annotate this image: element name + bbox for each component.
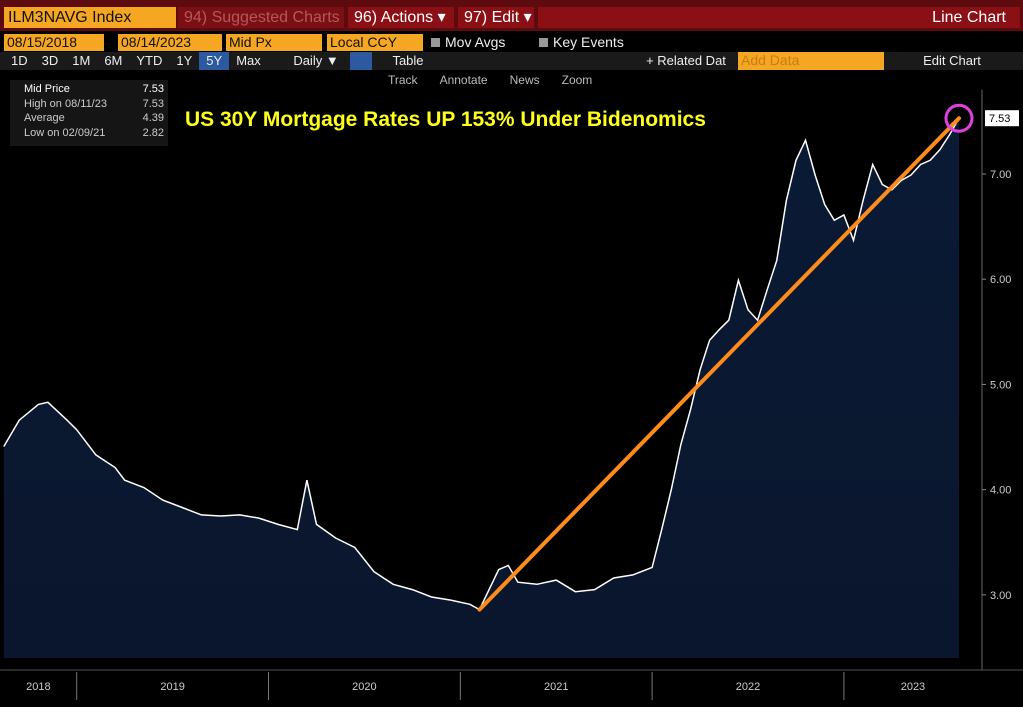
y-tick-label: 5.00 — [990, 379, 1011, 391]
legend-row: Average 4.39 — [24, 111, 164, 126]
add-data[interactable]: Add Data — [738, 52, 884, 70]
legend-row: High on 08/11/23 7.53 — [24, 97, 164, 112]
legend-label: Low on 02/09/21 — [24, 126, 106, 139]
edit-chart[interactable]: Edit Chart — [923, 53, 981, 68]
table-button[interactable]: Table — [392, 53, 424, 68]
chart-icon[interactable] — [350, 52, 372, 70]
chart-tool[interactable]: Annotate — [439, 73, 488, 87]
legend-value: 7.53 — [142, 97, 164, 110]
x-tick-label: 2023 — [901, 681, 925, 693]
period-button[interactable]: Max — [236, 53, 261, 68]
chart-tool[interactable]: Track — [388, 73, 418, 87]
legend-label: High on 08/11/23 — [24, 97, 107, 110]
legend-value: 2.82 — [142, 126, 164, 139]
chart-tool[interactable]: Zoom — [561, 73, 593, 87]
currency-select[interactable]: Local CCY — [327, 34, 423, 51]
chart-title: US 30Y Mortgage Rates UP 153% Under Bide… — [185, 108, 706, 131]
edit-menu[interactable]: 97) Edit ▾ — [458, 7, 534, 28]
legend-label: Mid Price — [24, 83, 70, 95]
period-button[interactable]: 5Y — [199, 52, 230, 70]
suggested-charts[interactable]: 94) Suggested Charts — [178, 7, 344, 28]
start-date[interactable]: 08/15/2018 — [4, 34, 104, 51]
x-tick-label: 2022 — [736, 681, 760, 693]
last-value-label: 7.53 — [989, 113, 1010, 125]
trend-line — [477, 116, 961, 612]
legend: Mid Price 7.53 High on 08/11/23 7.53 Average… — [10, 80, 168, 146]
frequency[interactable]: Daily ▼ — [293, 53, 339, 68]
actions-menu[interactable]: 96) Actions ▾ — [348, 7, 454, 28]
period-button[interactable]: 1M — [72, 53, 91, 68]
x-tick-label: 2019 — [160, 681, 184, 693]
legend-row: Low on 02/09/21 2.82 — [24, 126, 164, 141]
key-events[interactable]: Key Events — [539, 34, 624, 51]
y-tick-label: 7.00 — [990, 169, 1011, 181]
y-tick-label: 3.00 — [990, 590, 1011, 602]
period-buttons: 1D 3D 1M 6M YTD 1Y 5Y Max — [4, 52, 268, 70]
related-data[interactable]: + Related Dat — [646, 53, 726, 68]
last-value-box — [985, 110, 1019, 127]
chart-tool[interactable]: News — [509, 73, 540, 87]
view-name: Line Chart — [538, 7, 1020, 28]
highlight-circle — [944, 103, 974, 133]
legend-value: 4.39 — [142, 112, 164, 124]
end-date[interactable]: 08/14/2023 — [118, 34, 222, 51]
period-button[interactable]: 1Y — [176, 53, 193, 68]
y-tick-label: 4.00 — [990, 485, 1011, 497]
mov-avgs[interactable]: Mov Avgs — [431, 34, 505, 51]
period-button[interactable]: YTD — [136, 53, 163, 68]
period-button[interactable]: 1D — [11, 53, 28, 68]
x-tick-label: 2020 — [352, 681, 376, 693]
y-tick-label: 6.00 — [990, 274, 1011, 286]
line — [3, 117, 960, 611]
legend-value: 7.53 — [142, 83, 164, 95]
period-button[interactable]: 3D — [41, 53, 59, 68]
x-tick-label: 2018 — [26, 681, 50, 693]
chart-tools: Track Annotate News Zoom — [388, 72, 592, 88]
x-tick-label: 2021 — [544, 681, 568, 693]
period-button[interactable]: 6M — [104, 53, 123, 68]
field-select[interactable]: Mid Px — [226, 34, 322, 51]
legend-label: Average — [24, 112, 65, 124]
ticker[interactable]: ILM3NAVG Index — [4, 7, 176, 28]
legend-row: Mid Price 7.53 — [24, 82, 164, 97]
area — [3, 118, 960, 658]
